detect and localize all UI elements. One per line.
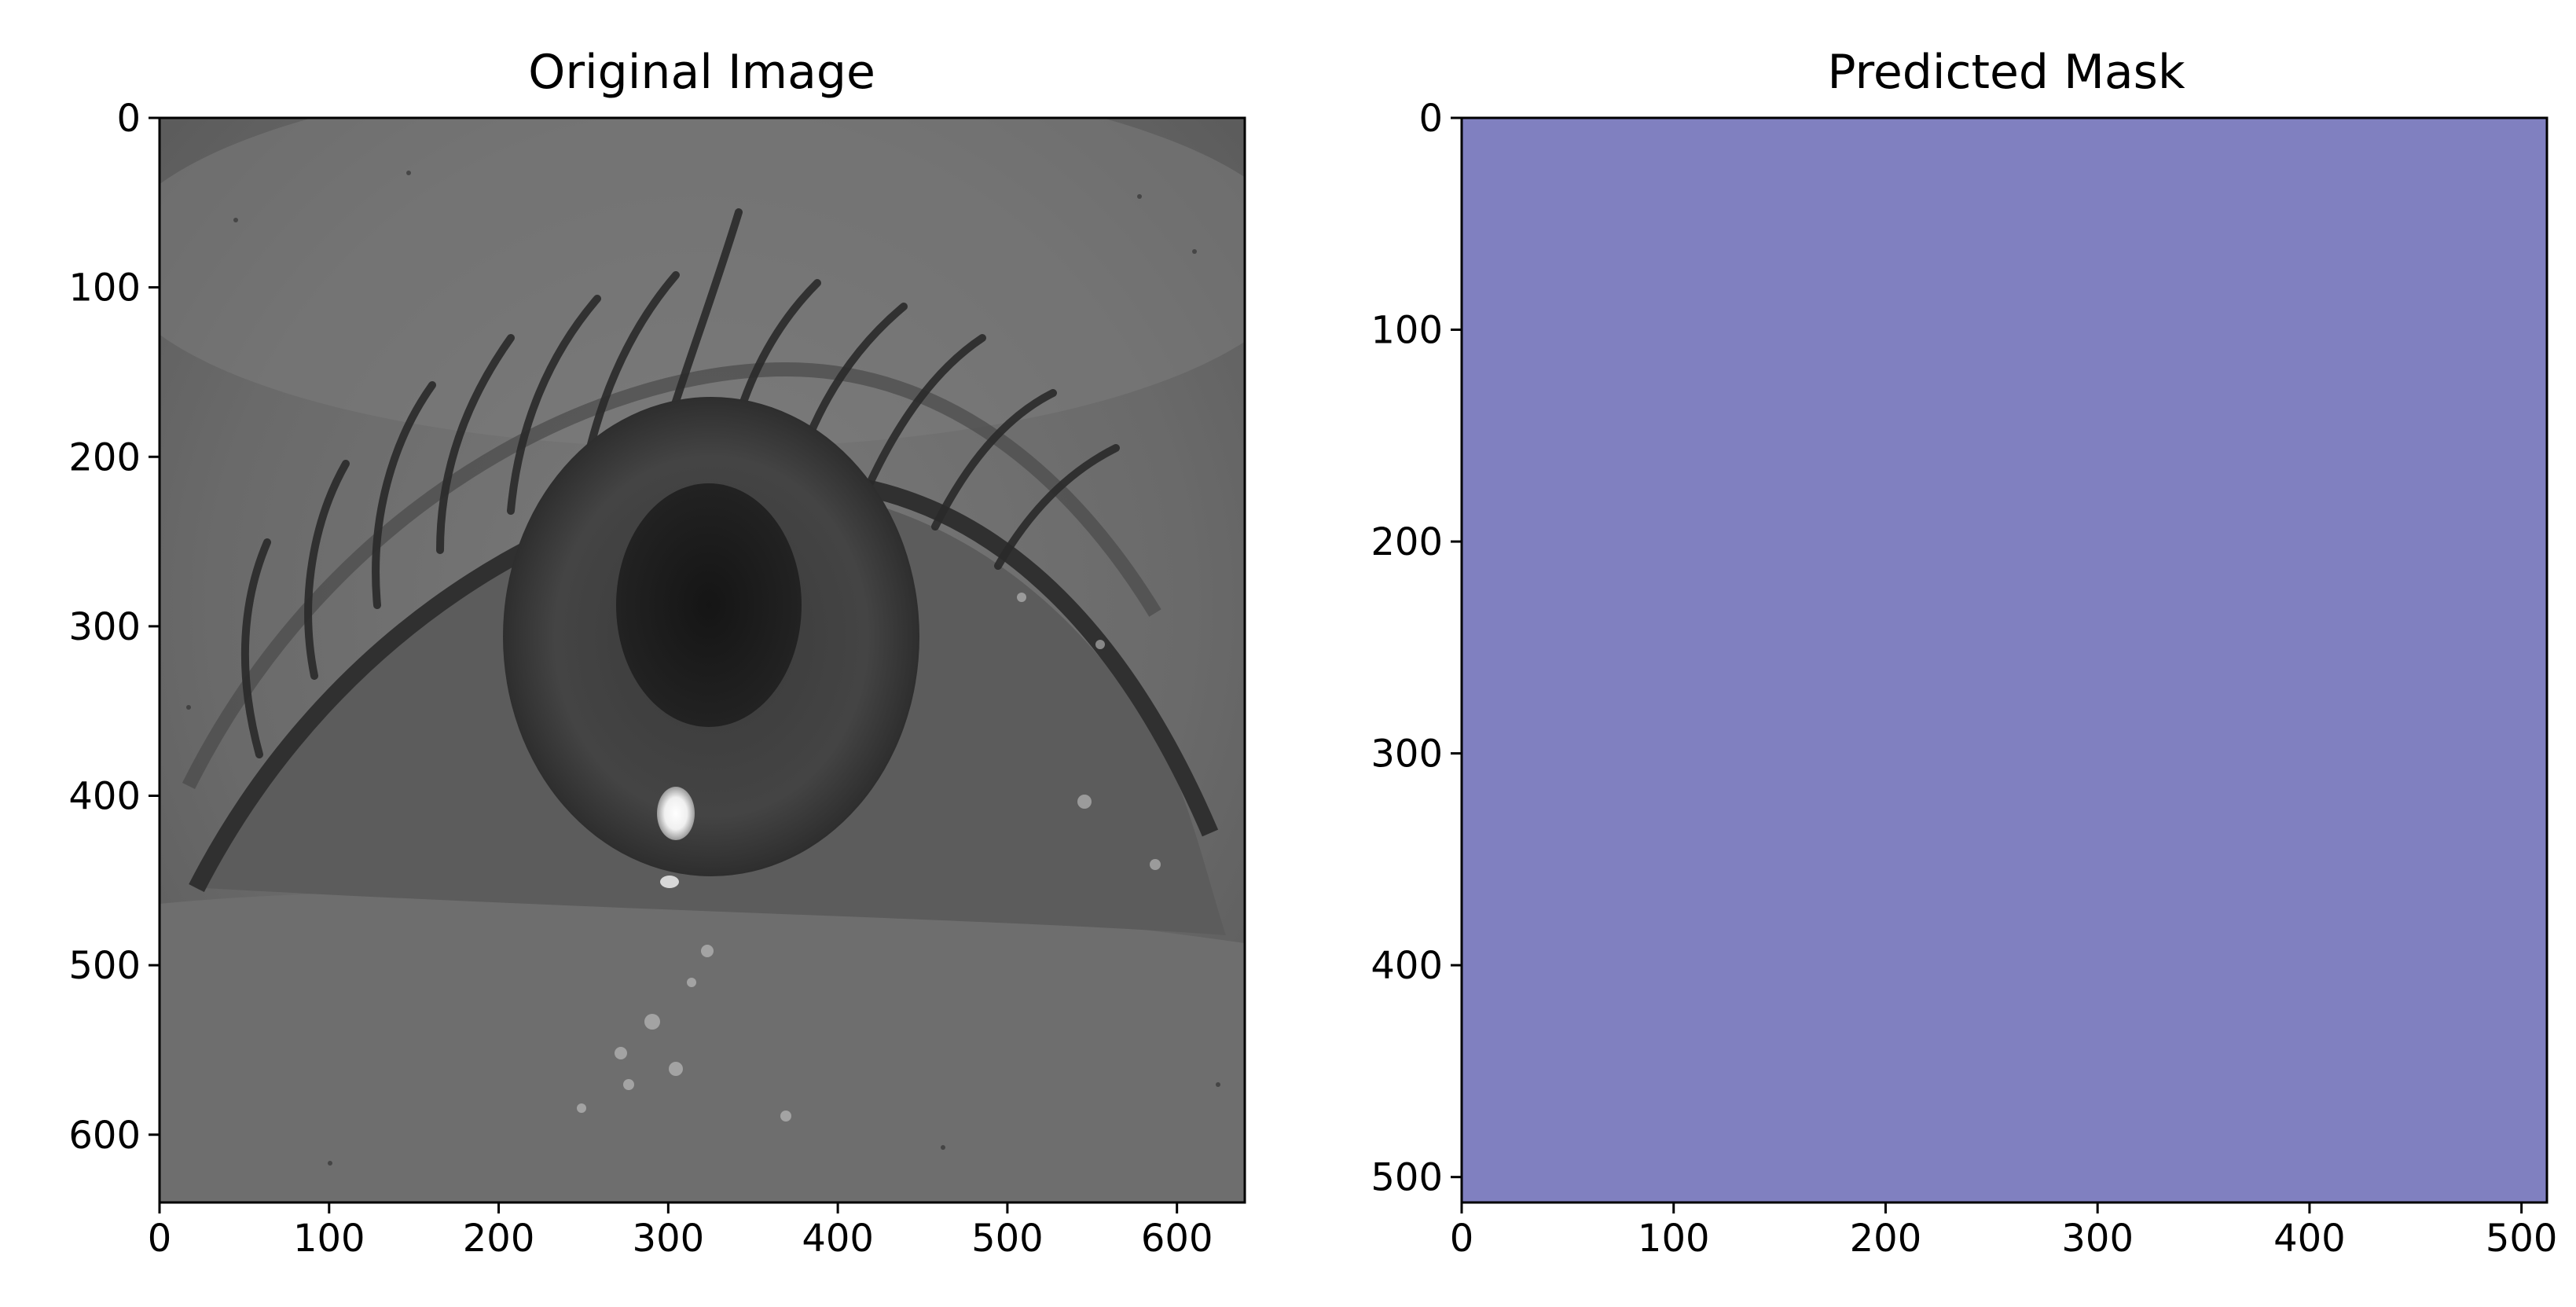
left-x-tick-label: 300 — [633, 1217, 705, 1261]
left-axes-frame — [158, 116, 1246, 1204]
right-x-tick-label: 500 — [2486, 1217, 2558, 1261]
left-x-tick-label: 400 — [802, 1217, 874, 1261]
right-y-tick-label: 100 — [1371, 309, 1443, 353]
right-x-tick-label: 300 — [2061, 1217, 2134, 1261]
left-y-tick-label: 0 — [116, 97, 141, 141]
left-x-tick-label: 200 — [463, 1217, 535, 1261]
right-y-tick-label: 500 — [1371, 1156, 1443, 1200]
left-x-tick-label: 0 — [148, 1217, 172, 1261]
left-y-tick-label: 100 — [68, 266, 141, 310]
right-y-tick-label: 200 — [1371, 520, 1443, 564]
right-y-tick-label: 300 — [1371, 732, 1443, 776]
left-y-tick-label: 400 — [68, 775, 141, 819]
predicted-mask — [1462, 118, 2547, 1202]
left-x-tick-label: 500 — [971, 1217, 1044, 1261]
right-x-tick-label: 100 — [1638, 1217, 1710, 1261]
left-x-tick-label: 600 — [1141, 1217, 1213, 1261]
right-x-tick-label: 200 — [1850, 1217, 1922, 1261]
left-y-tick-label: 300 — [68, 605, 141, 649]
left-y-tick-label: 600 — [68, 1114, 141, 1158]
right-axes-frame — [1460, 116, 2548, 1204]
left-y-tick-label: 200 — [68, 435, 141, 479]
right-y-tick-label: 400 — [1371, 944, 1443, 988]
left-x-tick-label: 100 — [293, 1217, 365, 1261]
original-image — [160, 118, 1245, 1202]
left-axis-ticks: 0 100 200 300 400 500 600 0 100 200 300 400 500 600 — [68, 97, 1213, 1261]
right-y-tick-label: 0 — [1418, 97, 1443, 141]
left-panel-title: Original Image — [528, 45, 875, 100]
left-y-tick-label: 500 — [68, 944, 141, 988]
right-x-tick-label: 400 — [2273, 1217, 2346, 1261]
right-x-tick-label: 0 — [1450, 1217, 1474, 1261]
right-panel-title: Predicted Mask — [1827, 45, 2185, 100]
